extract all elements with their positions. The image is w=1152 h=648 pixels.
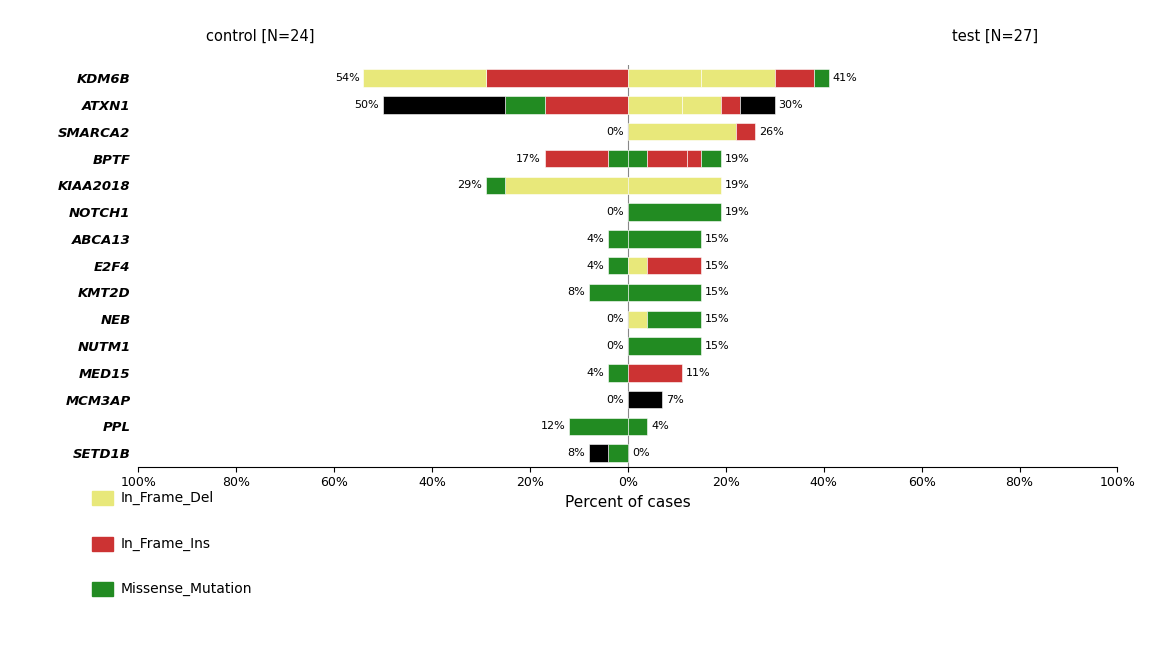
Bar <box>486 177 506 194</box>
Bar <box>628 284 702 301</box>
Bar <box>384 97 506 113</box>
Text: 4%: 4% <box>586 234 605 244</box>
Bar <box>589 284 628 301</box>
Bar <box>628 150 647 167</box>
Bar <box>647 310 702 328</box>
Bar <box>813 69 828 87</box>
Text: 19%: 19% <box>725 207 750 217</box>
Text: 8%: 8% <box>567 288 585 297</box>
Text: 26%: 26% <box>759 127 783 137</box>
Bar <box>682 97 721 113</box>
Bar <box>545 97 628 113</box>
Bar <box>628 203 721 221</box>
Bar <box>702 69 774 87</box>
Bar <box>628 310 647 328</box>
Bar <box>628 364 682 382</box>
Text: 50%: 50% <box>355 100 379 110</box>
Bar <box>589 445 608 462</box>
Text: test [N=27]: test [N=27] <box>952 29 1038 43</box>
Bar <box>608 230 628 248</box>
Text: 15%: 15% <box>705 288 730 297</box>
Text: Missense_Mutation: Missense_Mutation <box>121 582 252 596</box>
Bar <box>628 123 735 141</box>
Text: In_Frame_Del: In_Frame_Del <box>121 491 214 505</box>
Text: 4%: 4% <box>586 260 605 271</box>
Text: control [N=24]: control [N=24] <box>206 29 314 43</box>
Text: 19%: 19% <box>725 180 750 191</box>
Bar <box>702 150 721 167</box>
Text: 0%: 0% <box>606 127 624 137</box>
Text: 15%: 15% <box>705 234 730 244</box>
Bar <box>608 150 628 167</box>
Text: 17%: 17% <box>516 154 540 163</box>
Text: 11%: 11% <box>685 368 711 378</box>
Text: 15%: 15% <box>705 341 730 351</box>
Bar <box>647 257 702 274</box>
X-axis label: Percent of cases: Percent of cases <box>564 495 691 510</box>
Bar <box>628 69 702 87</box>
Bar <box>506 177 628 194</box>
Bar <box>741 97 775 113</box>
Bar <box>774 69 813 87</box>
Bar <box>628 230 702 248</box>
Text: 0%: 0% <box>606 395 624 404</box>
Text: 15%: 15% <box>705 314 730 324</box>
Text: 4%: 4% <box>586 368 605 378</box>
Bar <box>608 364 628 382</box>
Text: 15%: 15% <box>705 260 730 271</box>
Bar <box>628 97 682 113</box>
Bar <box>628 177 721 194</box>
Text: 0%: 0% <box>606 207 624 217</box>
Bar <box>608 257 628 274</box>
Text: 0%: 0% <box>606 341 624 351</box>
Bar <box>628 391 662 408</box>
Text: In_Frame_Ins: In_Frame_Ins <box>121 537 211 551</box>
Text: 12%: 12% <box>540 421 566 432</box>
Text: 4%: 4% <box>651 421 669 432</box>
Text: 54%: 54% <box>335 73 359 83</box>
Text: 0%: 0% <box>606 314 624 324</box>
Bar <box>647 150 687 167</box>
Text: 8%: 8% <box>567 448 585 458</box>
Bar <box>545 150 608 167</box>
Bar <box>628 257 647 274</box>
Text: 7%: 7% <box>666 395 684 404</box>
Bar <box>628 338 702 354</box>
Text: 19%: 19% <box>725 154 750 163</box>
Bar <box>721 97 741 113</box>
Bar <box>486 69 628 87</box>
Bar <box>687 150 702 167</box>
Bar <box>364 69 486 87</box>
Text: 41%: 41% <box>833 73 857 83</box>
Bar <box>608 445 628 462</box>
Bar <box>569 418 628 435</box>
Bar <box>735 123 756 141</box>
Bar <box>506 97 545 113</box>
Text: 0%: 0% <box>631 448 650 458</box>
Bar <box>628 418 647 435</box>
Text: 30%: 30% <box>779 100 803 110</box>
Text: 29%: 29% <box>457 180 482 191</box>
